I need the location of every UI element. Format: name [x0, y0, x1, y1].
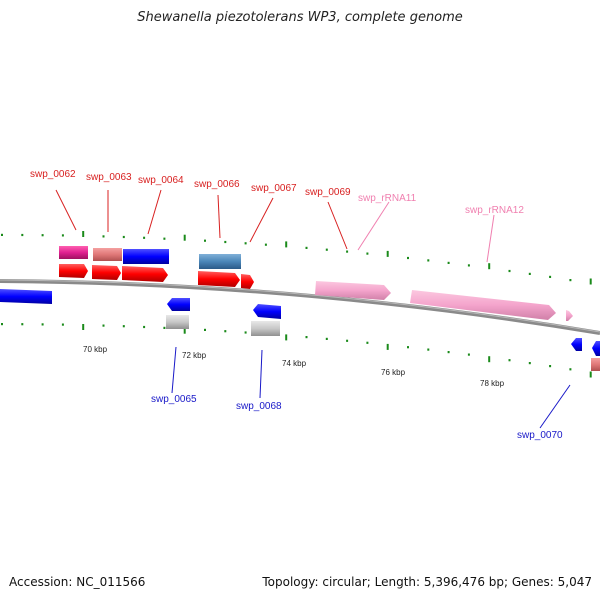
leader-swp-0069 — [327, 201, 348, 250]
gene-label-swp-rRNA11: swp_rRNA11 — [358, 193, 417, 204]
gene-swp-0068-arrow — [253, 304, 281, 319]
feature-track-reverse — [0, 289, 600, 371]
feature-right-edge-box — [591, 358, 600, 371]
gene-reverse-left-arrow — [0, 289, 52, 304]
leader-swp-0067 — [249, 197, 274, 243]
genome-backbone — [0, 279, 600, 335]
gene-label-swp-0070: swp_0070 — [517, 430, 563, 441]
gene-swp-0062-arrow — [59, 264, 88, 278]
feature-swp-0065-box — [166, 315, 189, 329]
leader-swp-0065 — [171, 346, 177, 394]
leader-swp-rRNA12 — [486, 214, 495, 263]
gene-label-swp-0063: swp_0063 — [86, 172, 132, 183]
scale-label-72kbp: 72 kbp — [182, 351, 207, 360]
gene-swp-rRNA-small-arrow — [566, 310, 573, 321]
scale-label-78kbp: 78 kbp — [480, 379, 505, 388]
gene-label-swp-0062: swp_0062 — [30, 169, 76, 180]
gene-swp-0067-arrow — [241, 274, 254, 289]
gene-label-swp-0067: swp_0067 — [251, 183, 297, 194]
gene-label-swp-0068: swp_0068 — [236, 401, 282, 412]
feature-swp-0068-box — [251, 321, 280, 336]
leader-swp-0070 — [539, 384, 571, 429]
feature-swp-0063-box — [93, 248, 122, 261]
label-leaders — [55, 189, 571, 429]
gene-swp-rRNA11-arrow — [315, 281, 391, 300]
gene-swp-0065-arrow — [167, 298, 190, 311]
feature-swp-0066-box — [199, 254, 241, 269]
scale-label-70kbp: 70 kbp — [83, 345, 108, 354]
gene-swp-0063-arrow — [92, 265, 121, 280]
leader-swp-0062 — [55, 189, 77, 231]
feature-swp-0062-box — [59, 246, 88, 259]
feature-swp-0064-box — [123, 249, 169, 264]
gene-swp-0064-arrow — [122, 266, 168, 282]
gene-label-swp-0066: swp_0066 — [194, 179, 240, 190]
leader-swp-0068 — [259, 349, 263, 399]
gene-swp-0066-arrow — [198, 271, 240, 287]
scale-label-74kbp: 74 kbp — [282, 359, 307, 368]
tick-track-top — [1, 231, 592, 285]
genome-backbone-highlight — [0, 279, 600, 333]
leader-swp-0066 — [217, 194, 221, 239]
feature-track-forward — [59, 246, 573, 321]
gene-label-swp-0064: swp_0064 — [138, 175, 184, 186]
leader-swp-rRNA11 — [357, 201, 390, 251]
map-title: Shewanella piezotolerans WP3, complete g… — [137, 10, 463, 25]
gene-label-swp-0069: swp_0069 — [305, 187, 351, 198]
gene-label-swp-rRNA12: swp_rRNA12 — [465, 205, 524, 216]
gene-swp-rRNA12-arrow — [410, 290, 556, 320]
leader-swp-0064 — [147, 189, 162, 235]
gene-swp-0070-arrow — [571, 338, 582, 351]
scale-label-76kbp: 76 kbp — [381, 368, 406, 377]
gene-right-edge-arrow — [592, 341, 600, 356]
topology-text: Topology: circular; Length: 5,396,476 bp… — [262, 575, 592, 589]
gene-label-swp-0065: swp_0065 — [151, 394, 197, 405]
accession-text: Accession: NC_011566 — [9, 575, 146, 589]
